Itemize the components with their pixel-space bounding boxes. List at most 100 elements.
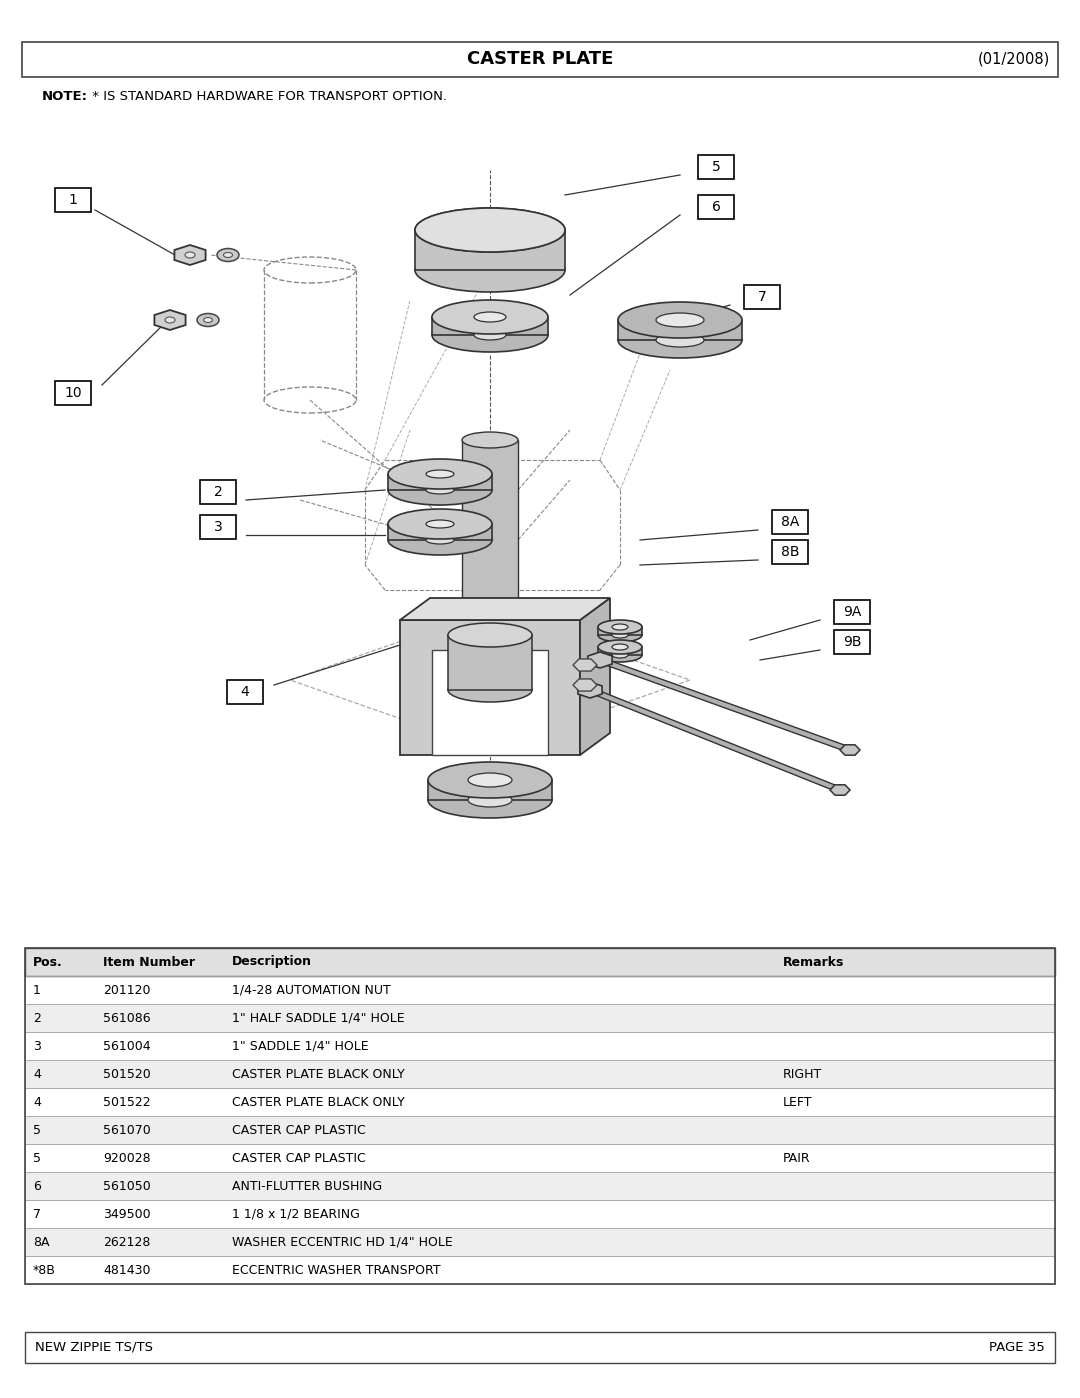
Text: 501520: 501520 [103, 1068, 151, 1081]
Bar [25, 1172, 1055, 1199]
Polygon shape [400, 619, 580, 755]
Bar [22, 42, 1058, 77]
Ellipse shape [462, 591, 518, 608]
Text: * IS STANDARD HARDWARE FOR TRANSPORT OPTION.: * IS STANDARD HARDWARE FOR TRANSPORT OPT… [87, 91, 447, 103]
Text: 7: 7 [758, 289, 767, 303]
Text: PAIR: PAIR [783, 1152, 810, 1165]
Text: CASTER CAP PLASTIC: CASTER CAP PLASTIC [232, 1152, 365, 1165]
Polygon shape [573, 658, 597, 671]
Bar [25, 1088, 1055, 1116]
Bar [25, 1060, 1055, 1088]
Text: 3: 3 [33, 1040, 41, 1053]
Bar [25, 1032, 1055, 1060]
Bar [25, 1255, 1055, 1283]
Bar [25, 1004, 1055, 1032]
Polygon shape [432, 317, 548, 336]
Ellipse shape [415, 208, 565, 252]
Text: 501522: 501522 [103, 1096, 151, 1109]
Bar [25, 1199, 1055, 1227]
Bar [834, 630, 870, 654]
Ellipse shape [448, 678, 532, 702]
Text: 2: 2 [33, 1012, 41, 1025]
Polygon shape [415, 231, 565, 270]
Bar [25, 948, 1055, 976]
Polygon shape [432, 650, 548, 755]
Polygon shape [462, 440, 518, 600]
Text: (01/2008): (01/2008) [977, 52, 1050, 67]
Text: CASTER CAP PLASTIC: CASTER CAP PLASTIC [232, 1124, 365, 1137]
Polygon shape [618, 320, 742, 340]
Text: 6: 6 [33, 1180, 41, 1192]
Text: ECCENTRIC WASHER TRANSPORT: ECCENTRIC WASHER TRANSPORT [232, 1264, 441, 1276]
Text: 561070: 561070 [103, 1124, 151, 1137]
Text: 9B: 9B [842, 635, 861, 649]
Ellipse shape [618, 302, 742, 338]
Text: 1: 1 [33, 984, 41, 997]
Ellipse shape [468, 773, 512, 787]
Text: 5: 5 [33, 1124, 41, 1137]
Bar [227, 679, 264, 705]
Text: Item Number: Item Number [103, 955, 195, 969]
Text: 1" HALF SADDLE 1/4" HOLE: 1" HALF SADDLE 1/4" HOLE [232, 1012, 404, 1025]
Polygon shape [428, 780, 552, 800]
Bar [772, 540, 808, 563]
Text: 349500: 349500 [103, 1208, 151, 1220]
Text: CASTER PLATE BLACK ONLY: CASTER PLATE BLACK ONLY [232, 1068, 405, 1081]
Ellipse shape [415, 247, 565, 292]
Bar [25, 1144, 1055, 1172]
Text: 561086: 561086 [103, 1012, 151, 1025]
Bar [55, 382, 91, 405]
Bar [25, 948, 1055, 976]
Text: NEW ZIPPIE TS/TS: NEW ZIPPIE TS/TS [35, 1341, 153, 1355]
Bar [25, 1116, 1055, 1144]
Text: 7: 7 [33, 1208, 41, 1220]
Bar [744, 285, 780, 309]
Text: 5: 5 [33, 1152, 41, 1165]
Text: 5: 5 [712, 159, 720, 173]
Text: 1/4-28 AUTOMATION NUT: 1/4-28 AUTOMATION NUT [232, 984, 391, 997]
Polygon shape [588, 651, 612, 668]
Bar [772, 510, 808, 534]
Text: 201120: 201120 [103, 984, 150, 997]
Text: Remarks: Remarks [783, 955, 845, 969]
Bar [25, 948, 1055, 1283]
Ellipse shape [612, 632, 627, 637]
Polygon shape [174, 245, 205, 266]
Ellipse shape [474, 330, 507, 340]
Polygon shape [598, 626, 642, 635]
Text: 10: 10 [64, 386, 82, 400]
Text: 2: 2 [214, 485, 222, 499]
Ellipse shape [224, 253, 232, 257]
Text: CASTER PLATE: CASTER PLATE [467, 50, 613, 69]
Text: 262128: 262128 [103, 1236, 150, 1248]
Bar [698, 194, 734, 219]
Bar [200, 514, 237, 540]
Ellipse shape [656, 313, 704, 327]
Polygon shape [388, 524, 492, 540]
Ellipse shape [448, 624, 532, 647]
Text: 6: 6 [712, 200, 720, 214]
Ellipse shape [197, 313, 219, 327]
Ellipse shape [426, 487, 454, 493]
Bar [25, 1255, 1055, 1283]
Ellipse shape [415, 208, 565, 252]
Polygon shape [400, 598, 610, 619]
Text: 561004: 561004 [103, 1040, 151, 1053]
Text: PAGE 35: PAGE 35 [989, 1341, 1045, 1355]
Bar [200, 480, 237, 505]
Ellipse shape [598, 649, 642, 663]
Ellipse shape [598, 640, 642, 654]
Bar [25, 976, 1055, 1004]
Ellipse shape [612, 651, 627, 658]
Ellipse shape [468, 793, 512, 807]
Ellipse shape [426, 535, 454, 544]
Bar [25, 1199, 1055, 1227]
Ellipse shape [598, 628, 642, 642]
Text: WASHER ECCENTRIC HD 1/4" HOLE: WASHER ECCENTRIC HD 1/4" HOLE [232, 1236, 453, 1248]
Ellipse shape [388, 475, 492, 505]
Text: Pos.: Pos. [33, 955, 63, 969]
Bar [25, 1032, 1055, 1060]
Bar [25, 1172, 1055, 1199]
Ellipse shape [388, 526, 492, 555]
Ellipse shape [612, 644, 627, 650]
